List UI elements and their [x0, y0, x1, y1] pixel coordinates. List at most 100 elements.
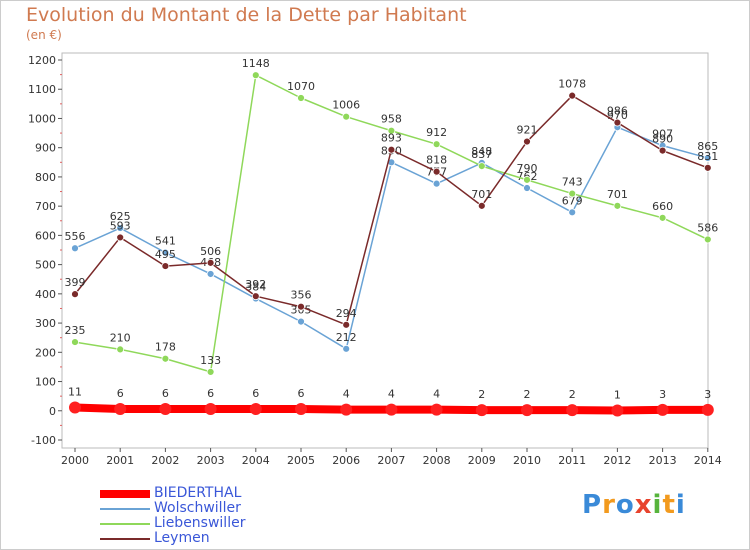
y-tick-label: 1200 — [28, 54, 56, 67]
data-label: 679 — [562, 194, 583, 207]
y-tick-label: 300 — [35, 317, 56, 330]
data-label: 625 — [110, 210, 131, 223]
data-point — [161, 248, 170, 257]
data-point — [71, 290, 79, 299]
x-tick-label: 2002 — [151, 454, 179, 467]
data-label: 1148 — [242, 57, 270, 70]
y-tick-label: 200 — [35, 346, 56, 359]
data-point — [521, 404, 533, 417]
legend-label: Wolschwiller — [154, 500, 241, 516]
data-label: 1006 — [332, 99, 360, 112]
series-wolschwiller: 5566255414683843052128507778487626799709… — [65, 109, 718, 353]
data-label: 958 — [381, 113, 402, 126]
logo-letter: t — [662, 490, 676, 520]
legend-label: Leymen — [154, 530, 210, 546]
x-tick-label: 2008 — [423, 454, 451, 467]
data-point — [387, 126, 396, 135]
data-label: 11 — [68, 386, 82, 399]
y-tick-label: -100 — [31, 434, 56, 447]
data-point — [703, 235, 712, 244]
data-point — [568, 208, 577, 217]
data-label: 399 — [65, 276, 86, 289]
logo-letter: i — [675, 490, 686, 520]
data-label: 743 — [562, 176, 583, 189]
data-point — [206, 367, 215, 376]
data-label: 556 — [65, 230, 86, 243]
data-label: 541 — [155, 235, 176, 248]
proxiti-logo: Proxiti — [582, 490, 686, 520]
series-biederthal: 11 6 6 6 6 6 4 4 4 2 2 2 1 3 3 — [68, 386, 714, 417]
data-point — [658, 146, 667, 155]
data-label: 865 — [697, 140, 718, 153]
series-liebenswiller: 235 210 178 133 1148 1070 1006 958 912 837 790 743 7… — [65, 57, 718, 376]
data-point — [204, 403, 217, 416]
logo-letter: x — [634, 490, 653, 520]
x-tick-label: 2014 — [694, 454, 722, 467]
data-label: 890 — [652, 133, 673, 146]
legend-label: BIEDERTHAL — [154, 485, 242, 501]
data-point — [432, 179, 441, 188]
data-point — [114, 403, 127, 416]
data-label: 1078 — [558, 78, 586, 91]
data-label: 893 — [381, 132, 402, 145]
data-point — [249, 403, 262, 416]
legend-item-wolschwiller: Wolschwiller — [100, 501, 245, 516]
data-point — [613, 201, 622, 210]
x-tick-label: 2011 — [558, 454, 586, 467]
data-point — [297, 94, 305, 102]
x-tick-label: 2012 — [603, 454, 631, 467]
data-label: 701 — [607, 188, 628, 201]
x-tick-label: 2001 — [106, 454, 134, 467]
data-label: 495 — [155, 248, 176, 261]
data-label: 356 — [291, 289, 312, 302]
x-tick-label: 2003 — [197, 454, 225, 467]
legend-item-liebenswiller: Liebenswiller — [100, 516, 245, 531]
data-point — [566, 404, 579, 417]
x-tick-label: 2009 — [468, 454, 496, 467]
data-label: 506 — [200, 245, 221, 258]
data-label: 660 — [652, 200, 673, 213]
data-label: 4 — [388, 388, 395, 401]
data-point — [251, 71, 260, 80]
data-label: 133 — [200, 354, 221, 367]
data-point — [432, 167, 441, 176]
y-tick-label: 100 — [35, 376, 56, 389]
data-point — [161, 354, 170, 363]
data-point — [69, 401, 81, 414]
series-layer: 5566255414683843052128507778487626799709… — [65, 57, 718, 417]
data-point — [611, 404, 624, 417]
data-label: 2 — [478, 388, 485, 401]
data-label: 6 — [117, 387, 124, 400]
legend-swatch — [100, 489, 150, 498]
x-tick-label: 2010 — [513, 454, 541, 467]
x-tick-label: 2006 — [332, 454, 360, 467]
data-label: 6 — [207, 387, 214, 400]
data-point — [116, 224, 125, 232]
x-tick-label: 2013 — [649, 454, 677, 467]
data-label: 837 — [471, 148, 492, 161]
data-point — [701, 403, 714, 416]
logo-letter: P — [582, 490, 603, 520]
data-label: 392 — [245, 278, 266, 291]
data-point — [387, 145, 396, 154]
data-label: 1 — [614, 388, 621, 401]
data-point — [116, 233, 125, 242]
data-point — [159, 403, 172, 416]
data-label: 235 — [65, 324, 86, 337]
data-point — [340, 403, 353, 416]
legend-swatch — [100, 537, 150, 540]
data-point — [430, 403, 443, 416]
data-label: 907 — [652, 128, 673, 141]
data-point — [475, 404, 488, 417]
data-point — [568, 91, 577, 100]
y-tick-label: 1000 — [28, 112, 56, 125]
data-label: 6 — [162, 387, 169, 400]
data-label: 4 — [343, 388, 350, 401]
x-tick-label: 2005 — [287, 454, 315, 467]
data-point — [206, 258, 215, 267]
data-label: 818 — [426, 154, 447, 167]
legend-item-leymen: Leymen — [100, 531, 245, 546]
data-point — [116, 345, 125, 354]
data-point — [295, 403, 307, 416]
